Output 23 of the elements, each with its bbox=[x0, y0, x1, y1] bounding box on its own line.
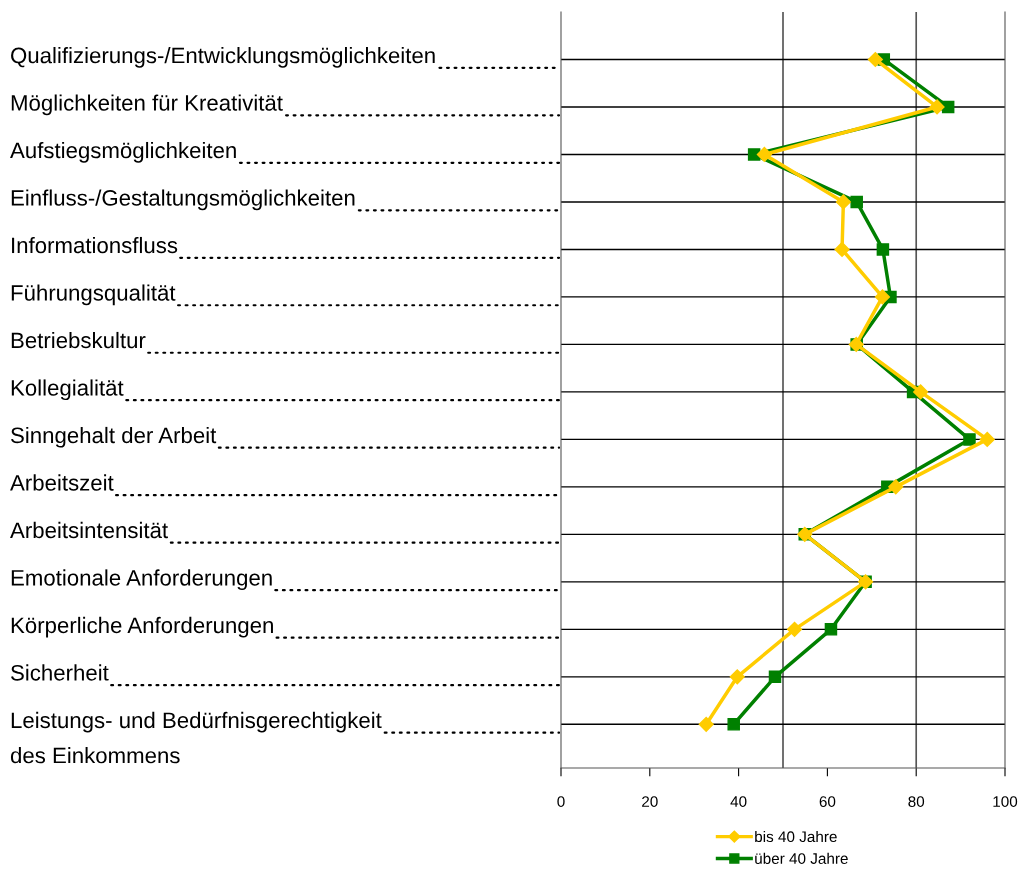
y-tick-label: Möglichkeiten für Kreativität bbox=[11, 94, 283, 116]
y-tick-label: Sicherheit bbox=[11, 664, 109, 681]
y-tick-label: Emotionale Anforderungen bbox=[11, 569, 272, 591]
y-tick-label: Sinngehalt der Arbeit bbox=[11, 426, 217, 448]
x-tick-label: 60 bbox=[819, 796, 836, 807]
x-tick-label: 40 bbox=[730, 796, 747, 807]
y-tick-label: Kollegialität bbox=[11, 379, 124, 401]
y-tick-label: Informationsfluss bbox=[12, 236, 178, 254]
x-tick-label: 100 bbox=[993, 796, 1018, 807]
y-tick-label: Körperliche Anforderungen bbox=[11, 616, 273, 638]
y-tick-label: Aufstiegsmöglichkeiten bbox=[10, 141, 236, 163]
y-tick-label: Führungsqualität bbox=[11, 284, 176, 306]
x-tick-label: 0 bbox=[557, 796, 565, 807]
x-tick-label: 20 bbox=[642, 796, 658, 807]
legend-label: über 40 Jahre bbox=[755, 852, 848, 864]
y-tick-label: Einfluss-/Gestaltungsmöglichkeiten bbox=[11, 189, 355, 211]
x-tick-label: 80 bbox=[908, 796, 925, 807]
y-tick-label: Arbeitszeit bbox=[10, 474, 114, 491]
legend-label: bis 40 Jahre bbox=[755, 830, 837, 843]
y-tick-label: Qualifizierungs-/Entwicklungsmöglichkeiten bbox=[11, 46, 435, 68]
y-tick-label: Arbeitsintensität bbox=[10, 521, 168, 539]
y-tick-label: Leistungs- und Bedürfnisgerechtigkeit des Einkommens bbox=[10, 711, 382, 764]
y-tick-label: Betriebskultur bbox=[11, 331, 146, 349]
